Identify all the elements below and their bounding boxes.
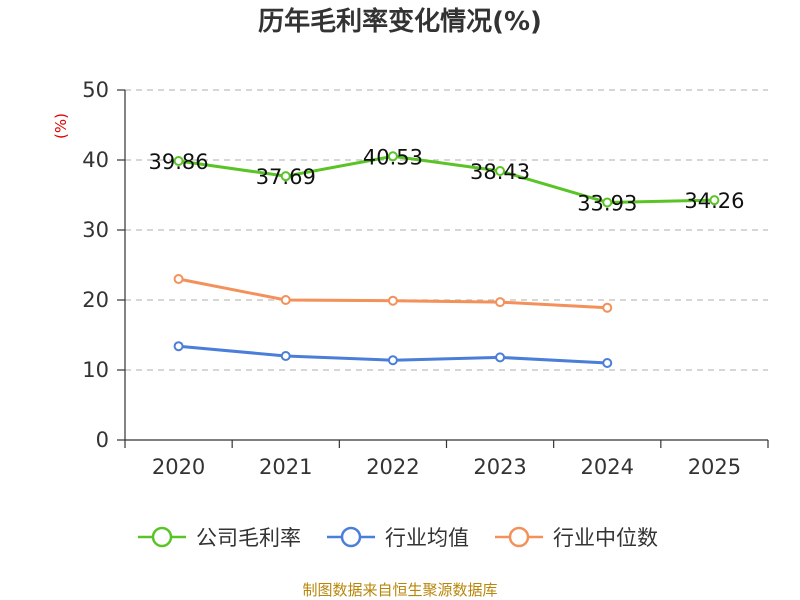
- legend-marker-1: [340, 526, 362, 548]
- data-point-s0-2024: [602, 197, 613, 208]
- data-point-s1-2021: [280, 351, 291, 361]
- x-tick-label-2020: 2020: [152, 455, 205, 479]
- data-label-2020: 39.86: [149, 150, 209, 174]
- grid-lines: [125, 89, 768, 371]
- data-label-2024: 33.93: [577, 191, 637, 215]
- legend-label-2: 行业中位数: [553, 526, 658, 550]
- y-tick-labels: 0 10 20 30 40 50: [82, 78, 109, 452]
- data-point-s2-2024: [602, 302, 613, 313]
- legend: 公司毛利率 行业均值 行业中位数: [138, 526, 658, 550]
- y-tick-label-30: 30: [82, 218, 109, 242]
- legend-item-2: 行业中位数: [495, 526, 658, 550]
- x-tick-label-2025: 2025: [688, 455, 741, 479]
- y-tick-label-20: 20: [82, 288, 109, 312]
- legend-marker-0: [151, 526, 173, 548]
- data-point-s2-2021: [280, 295, 291, 305]
- legend-label-1: 行业均值: [385, 526, 469, 550]
- data-point-s2-2023: [495, 297, 506, 308]
- legend-item-1: 行业均值: [327, 526, 469, 550]
- x-tick-labels: 2020 2021 2022 2023 2024 2025: [152, 455, 741, 479]
- y-tick-label-10: 10: [82, 358, 109, 382]
- data-label-2023: 38.43: [470, 160, 530, 184]
- y-tick-label-50: 50: [82, 78, 109, 102]
- y-tick-label-0: 0: [96, 428, 109, 452]
- data-label-2025: 34.26: [684, 189, 744, 213]
- legend-marker-2: [508, 526, 530, 548]
- legend-label-0: 公司毛利率: [196, 526, 301, 550]
- data-point-s0-2021: [280, 171, 291, 182]
- data-point-s1-2020: [173, 341, 184, 352]
- y-axis-label: (%): [52, 113, 70, 139]
- data-point-s1-2022: [387, 355, 398, 366]
- data-point-s0-2023: [495, 165, 506, 176]
- data-point-s0-2025: [709, 195, 720, 206]
- data-labels: 39.86 37.69 40.53 38.43 33.93 34.26: [149, 145, 745, 215]
- data-label-2021: 37.69: [256, 165, 316, 189]
- data-point-s2-2022: [387, 295, 398, 306]
- data-point-s0-2022: [387, 151, 398, 162]
- data-point-s0-2020: [173, 155, 184, 166]
- x-tick-label-2024: 2024: [581, 455, 634, 479]
- chart-title: 历年毛利率变化情况(%): [258, 6, 542, 37]
- x-tick-label-2021: 2021: [259, 455, 312, 479]
- data-label-2022: 40.53: [363, 145, 423, 169]
- source-note: 制图数据来自恒生聚源数据库: [302, 581, 497, 599]
- data-point-s2-2020: [173, 274, 184, 284]
- data-point-s1-2024: [602, 358, 613, 368]
- legend-item-0: 公司毛利率: [138, 526, 301, 550]
- axes: [117, 89, 769, 448]
- x-tick-label-2023: 2023: [473, 455, 526, 479]
- series-line-0: [178, 154, 715, 204]
- y-tick-label-40: 40: [82, 148, 109, 172]
- x-tick-label-2022: 2022: [366, 455, 419, 479]
- data-point-s1-2023: [495, 352, 506, 363]
- series-group: [173, 151, 720, 368]
